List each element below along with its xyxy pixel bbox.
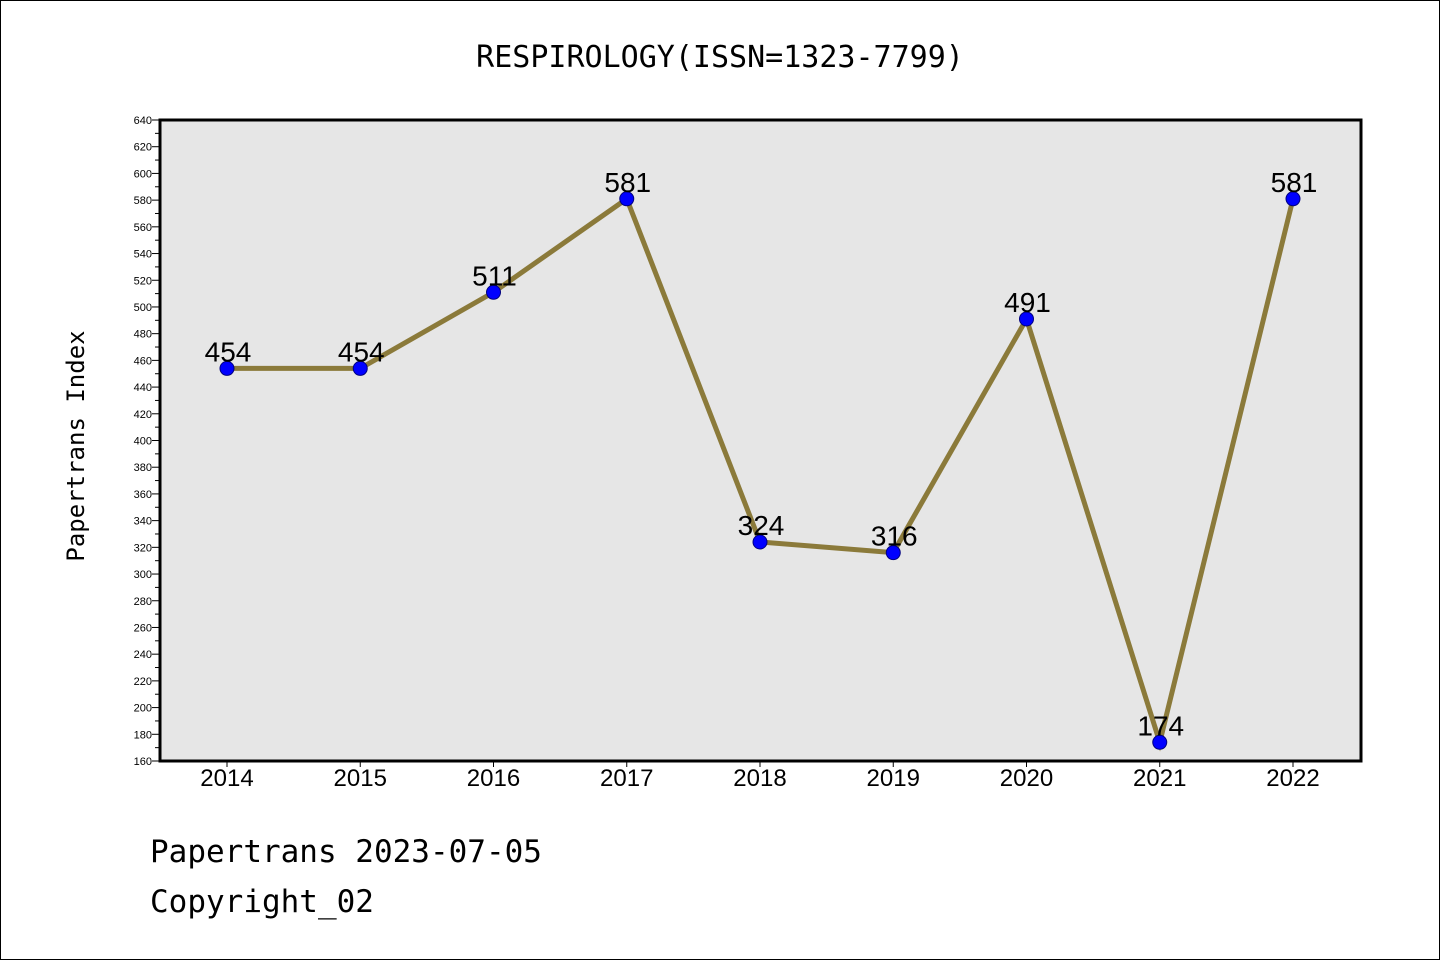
x-tick-label: 2018 xyxy=(733,765,786,792)
data-label: 581 xyxy=(604,167,651,198)
data-label: 491 xyxy=(1004,287,1051,318)
data-point xyxy=(1285,191,1301,207)
data-point xyxy=(219,360,235,376)
y-tick-label: 340 xyxy=(134,516,152,528)
x-tick-label: 2022 xyxy=(1266,765,1319,792)
x-axis: 2014 2015 2016 2017 2018 2019 2020 2021 2022 xyxy=(200,761,1320,792)
y-tick-label: 520 xyxy=(134,275,152,287)
x-tick-label: 2016 xyxy=(467,765,520,792)
y-axis-label: Papertrans Index xyxy=(62,330,90,561)
y-tick-label: 480 xyxy=(134,329,152,341)
x-tick-label: 2019 xyxy=(867,765,920,792)
x-tick-label: 2020 xyxy=(1000,765,1053,792)
plot-area xyxy=(158,118,1363,763)
y-tick-label: 640 xyxy=(134,115,152,127)
marker-layer xyxy=(219,191,1301,750)
y-tick-label: 560 xyxy=(134,222,152,234)
data-label: 511 xyxy=(472,260,517,291)
x-tick-label: 2015 xyxy=(334,765,387,792)
x-tick-label: 2017 xyxy=(600,765,653,792)
data-label: 581 xyxy=(1271,167,1318,198)
data-label: 454 xyxy=(205,336,252,367)
y-tick-label: 320 xyxy=(134,542,152,554)
y-tick-label: 600 xyxy=(134,168,152,180)
data-point xyxy=(1019,311,1034,327)
data-label: 174 xyxy=(1137,710,1184,741)
y-axis: 160 180 200 220 240 260 280 300 320 340 360 380 400 4… xyxy=(134,115,160,768)
data-point xyxy=(1152,734,1168,750)
data-point xyxy=(352,360,368,376)
y-tick-label: 220 xyxy=(134,676,152,688)
data-point xyxy=(486,284,501,300)
data-point xyxy=(619,191,635,207)
y-tick-label: 380 xyxy=(134,462,152,474)
chart-title: RESPIROLOGY(ISSN=1323-7799) xyxy=(476,40,964,75)
data-point xyxy=(752,534,768,550)
data-label: 316 xyxy=(871,521,918,552)
y-tick-label: 160 xyxy=(134,756,152,768)
x-tick-label: 2014 xyxy=(200,765,253,792)
data-point xyxy=(885,545,901,561)
y-tick-label: 300 xyxy=(134,569,152,581)
y-tick-label: 260 xyxy=(134,622,152,634)
y-tick-label: 200 xyxy=(134,703,152,715)
data-label: 324 xyxy=(738,510,785,541)
y-tick-label: 360 xyxy=(134,489,152,501)
y-tick-label: 460 xyxy=(134,355,152,367)
y-tick-label: 620 xyxy=(134,142,152,154)
y-tick-label: 440 xyxy=(134,382,152,394)
data-label-layer: 454 454 511 581 324 316 491 174 581 xyxy=(205,167,1318,742)
data-label: 454 xyxy=(338,336,385,367)
x-tick-label: 2021 xyxy=(1133,765,1186,792)
y-tick-label: 240 xyxy=(134,649,152,661)
y-tick-label: 580 xyxy=(134,195,152,207)
y-tick-label: 540 xyxy=(134,249,152,261)
footer-date-text: Papertrans 2023-07-05 xyxy=(150,834,542,870)
y-tick-label: 420 xyxy=(134,409,152,421)
footer-copyright-text: Copyright_02 xyxy=(150,884,374,920)
y-tick-label: 280 xyxy=(134,596,152,608)
y-tick-label: 400 xyxy=(134,436,152,448)
y-tick-label: 500 xyxy=(134,302,152,314)
y-tick-label: 180 xyxy=(134,729,152,741)
